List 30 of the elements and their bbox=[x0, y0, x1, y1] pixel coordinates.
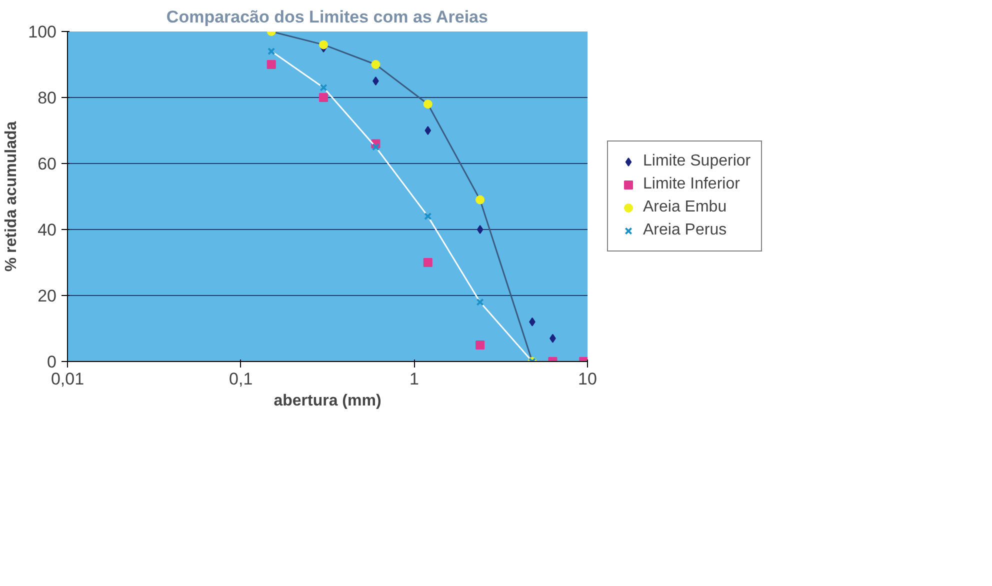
x-tick-label: 0,01 bbox=[50, 370, 84, 388]
point bbox=[268, 47, 276, 56]
x-tick-label: 1 bbox=[409, 370, 419, 388]
point bbox=[319, 93, 328, 102]
y-tick-label: 60 bbox=[38, 154, 57, 174]
y-tick-label: 40 bbox=[38, 220, 57, 240]
point bbox=[424, 212, 432, 220]
y-tick-label: 0 bbox=[47, 352, 57, 372]
legend-label: Limite Superior bbox=[643, 152, 751, 170]
x-tick-label: 0,1 bbox=[229, 370, 253, 388]
x-axis-title: abertura (mm) bbox=[274, 392, 382, 410]
x-tick-label: 10 bbox=[578, 370, 597, 388]
legend-label: Areia Perus bbox=[643, 222, 727, 240]
point bbox=[371, 60, 380, 69]
point bbox=[266, 60, 276, 69]
point bbox=[423, 258, 432, 267]
legend-label: Limite Inferior bbox=[643, 176, 740, 194]
point bbox=[423, 100, 432, 109]
y-axis-title: % retida acumulada bbox=[3, 121, 20, 272]
point bbox=[320, 84, 328, 92]
point bbox=[476, 298, 484, 306]
legend-label: Areia Embu bbox=[643, 198, 727, 216]
y-tick-label: 20 bbox=[38, 286, 57, 306]
y-tick-label: 100 bbox=[28, 22, 57, 42]
point bbox=[476, 195, 485, 204]
chart-title: Comparacão dos Limites com as Areias bbox=[166, 8, 488, 26]
point bbox=[319, 40, 328, 50]
point bbox=[372, 143, 380, 151]
point bbox=[476, 340, 485, 350]
y-tick-label: 80 bbox=[38, 88, 57, 108]
